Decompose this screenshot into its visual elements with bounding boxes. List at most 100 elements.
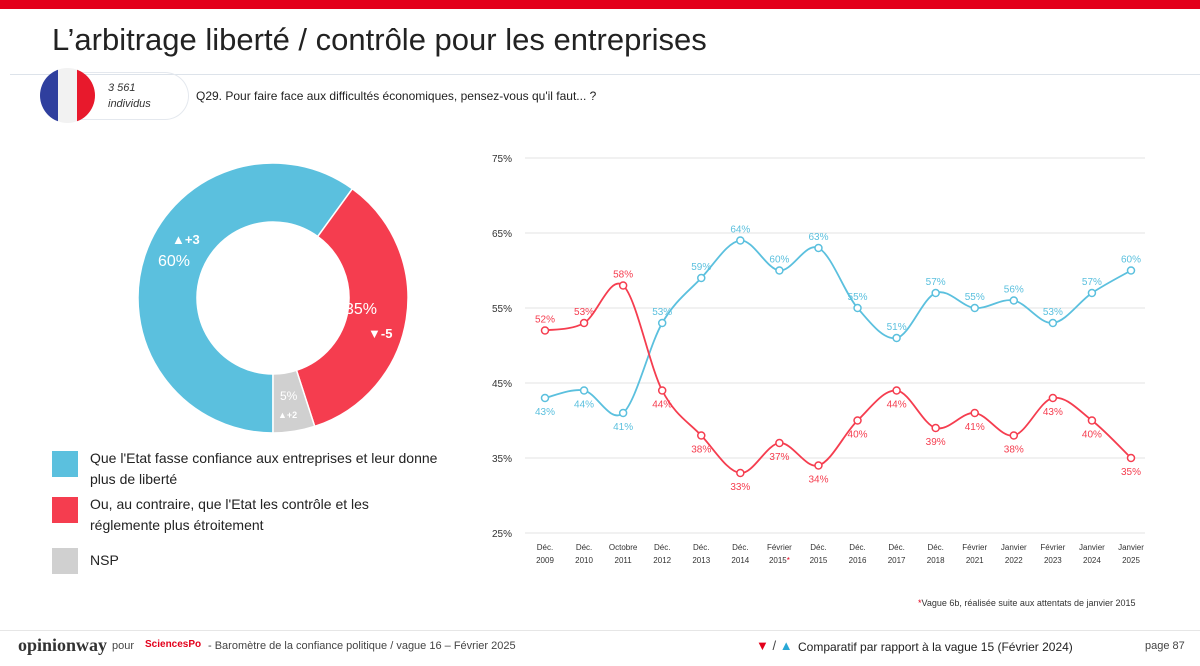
x-tick-label: Déc. xyxy=(693,543,709,552)
data-label: 43% xyxy=(535,407,555,418)
data-point xyxy=(814,461,823,470)
legend-item-controle: Ou, au contraire, que l'Etat les contrôl… xyxy=(52,494,440,536)
y-tick-label: 45% xyxy=(492,379,512,390)
chart-footnote: *Vague 6b, réalisée suite aux attentats … xyxy=(918,598,1136,608)
data-label: 64% xyxy=(730,225,750,236)
opinionway-logo: opinionway xyxy=(18,635,108,655)
data-label: 58% xyxy=(613,270,633,281)
footer: opinionway pour SciencesPo - Baromètre d… xyxy=(0,630,1200,666)
data-label: 57% xyxy=(1082,277,1102,288)
x-tick-label: 2009 xyxy=(536,556,554,565)
data-point xyxy=(1087,416,1097,425)
data-label: 44% xyxy=(887,400,907,411)
x-tick-label: Déc. xyxy=(654,543,670,552)
sciencespo-logo: SciencesPo xyxy=(145,639,202,650)
data-label: 59% xyxy=(691,262,711,273)
data-point xyxy=(853,416,862,425)
data-point xyxy=(775,266,784,275)
slice-value-label: 60% xyxy=(158,253,190,270)
x-tick-label: Déc. xyxy=(849,543,865,552)
sample-pill xyxy=(60,72,189,120)
donut-slice xyxy=(272,369,316,434)
donut-chart: 60% ▲+3 35% ▼-5 5% ▲+2 xyxy=(137,162,409,434)
data-point xyxy=(697,431,706,440)
data-label: 33% xyxy=(730,482,750,493)
data-point xyxy=(931,288,940,298)
data-label: 55% xyxy=(965,292,985,303)
data-point xyxy=(618,408,628,418)
legend-label: NSP xyxy=(90,552,119,568)
data-label: 41% xyxy=(965,422,985,433)
slice-value-label: 35% xyxy=(345,301,377,318)
pour-text: pour xyxy=(112,640,135,652)
x-tick-label: Déc. xyxy=(927,543,943,552)
x-tick-label: Janvier xyxy=(1118,543,1144,552)
x-tick-label: 2021 xyxy=(966,556,984,565)
data-point xyxy=(697,273,706,283)
x-tick-label: 2018 xyxy=(927,556,945,565)
data-point xyxy=(1126,266,1136,275)
france-flag-icon xyxy=(40,68,95,123)
legend-label: Ou, au contraire, que l'Etat les contrôl… xyxy=(90,496,369,533)
data-point xyxy=(736,236,745,245)
data-point xyxy=(1126,453,1136,463)
x-tick-label: Déc. xyxy=(888,543,904,552)
data-label: 34% xyxy=(808,475,828,486)
comparison-note: Comparatif par rapport à la vague 15 (Fé… xyxy=(798,640,1073,654)
data-point xyxy=(540,326,550,335)
y-tick-label: 35% xyxy=(492,454,512,465)
data-point xyxy=(1009,431,1019,440)
data-point xyxy=(892,333,901,343)
sample-unit: individus xyxy=(108,98,151,110)
donut-slice xyxy=(137,162,354,434)
page-title: L’arbitrage liberté / contrôle pour les … xyxy=(52,22,707,57)
series-line xyxy=(544,282,1132,474)
x-tick-label: 2010 xyxy=(575,556,593,565)
data-label: 56% xyxy=(1004,285,1024,296)
data-label: 60% xyxy=(769,255,789,266)
x-tick-label: 2016 xyxy=(849,556,867,565)
data-point xyxy=(579,386,589,395)
data-label: 53% xyxy=(574,307,594,318)
data-point xyxy=(1009,296,1019,305)
footer-source: - Baromètre de la confiance politique / … xyxy=(208,640,516,652)
top-bar xyxy=(0,0,1200,9)
divider xyxy=(10,74,1200,75)
change-indicator: ▲+2 xyxy=(278,410,297,420)
y-tick-label: 75% xyxy=(492,154,512,165)
legend-label: Que l'Etat fasse confiance aux entrepris… xyxy=(90,450,438,487)
line-chart: 25% 35% 45% 55% 65% 75% Déc. 2009 Déc. 2010 Octobr… xyxy=(492,154,1145,565)
x-tick-label: Février xyxy=(767,543,792,552)
legend-swatch xyxy=(52,451,78,477)
x-tick-label: Déc. xyxy=(537,543,553,552)
data-label: 60% xyxy=(1121,255,1141,266)
x-tick-label: 2023 xyxy=(1044,556,1062,565)
x-tick-label: 2024 xyxy=(1083,556,1101,565)
data-point xyxy=(1048,393,1058,403)
data-label: 63% xyxy=(808,232,828,243)
question: Q29. Pour faire face aux difficultés éco… xyxy=(196,89,597,103)
data-point xyxy=(540,393,550,403)
data-label: 57% xyxy=(926,277,946,288)
x-tick-label: Déc. xyxy=(810,543,826,552)
data-point xyxy=(618,281,628,290)
x-tick-label: Déc. xyxy=(732,543,748,552)
x-tick-label: Janvier xyxy=(1001,543,1027,552)
data-point xyxy=(657,386,667,395)
x-tick-label: 2011 xyxy=(615,556,633,565)
data-point xyxy=(579,318,589,328)
x-tick-label: Janvier xyxy=(1079,543,1105,552)
data-label: 40% xyxy=(1082,430,1102,441)
x-tick-label: Février xyxy=(1040,543,1065,552)
data-label: 37% xyxy=(769,452,789,463)
data-label: 39% xyxy=(926,437,946,448)
x-tick-label: 2013 xyxy=(692,556,710,565)
data-point xyxy=(1048,318,1058,328)
data-point xyxy=(736,468,745,478)
x-tick-label: 2015 xyxy=(810,556,828,565)
x-tick-label: Déc. xyxy=(576,543,592,552)
data-point xyxy=(853,303,862,313)
x-tick-label: Octobre xyxy=(609,543,638,552)
x-tick-label: 2017 xyxy=(888,556,906,565)
x-tick-label: 2015* xyxy=(769,556,790,565)
